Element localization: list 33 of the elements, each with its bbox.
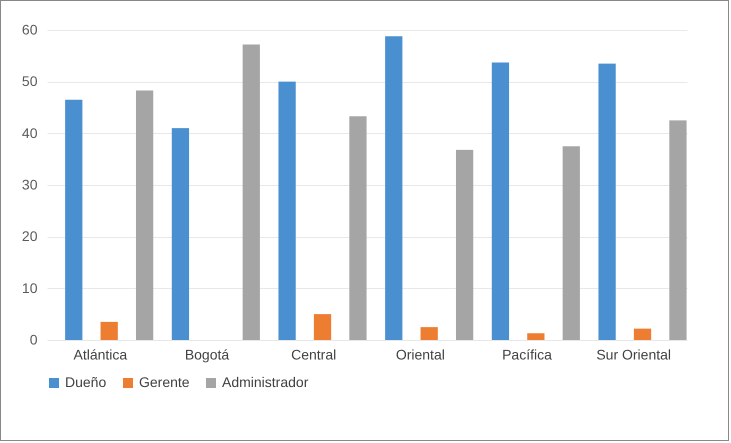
bar bbox=[456, 150, 474, 340]
bar bbox=[100, 322, 118, 340]
x-tick-label: Sur Oriental bbox=[596, 346, 672, 362]
legend-label: Dueño bbox=[65, 374, 106, 390]
legend-label: Administrador bbox=[222, 374, 309, 390]
bar bbox=[314, 314, 332, 340]
bar bbox=[669, 120, 687, 340]
bar bbox=[492, 62, 510, 340]
bar bbox=[65, 100, 82, 340]
bar bbox=[278, 82, 296, 340]
bar bbox=[634, 328, 652, 340]
y-tick-label: 50 bbox=[22, 73, 38, 90]
x-tick-label: Pacífica bbox=[502, 346, 552, 362]
x-tick-label: Oriental bbox=[396, 346, 445, 362]
y-tick-label: 10 bbox=[22, 280, 38, 296]
y-tick-label: 20 bbox=[22, 228, 38, 244]
y-tick-label: 60 bbox=[22, 22, 38, 38]
legend-label: Gerente bbox=[139, 374, 190, 390]
bar bbox=[349, 116, 367, 340]
y-tick-label: 0 bbox=[30, 332, 38, 348]
bar bbox=[136, 90, 154, 340]
bar bbox=[242, 44, 260, 340]
x-tick-label: Bogotá bbox=[184, 346, 230, 362]
bar bbox=[527, 333, 544, 340]
x-tick-label: Atlántica bbox=[73, 346, 128, 362]
x-tick-label: Central bbox=[291, 346, 336, 362]
bar bbox=[385, 36, 402, 340]
bar bbox=[598, 64, 616, 340]
y-tick-label: 30 bbox=[22, 176, 38, 192]
y-tick-label: 40 bbox=[22, 124, 38, 141]
bar bbox=[562, 146, 580, 340]
bar bbox=[420, 327, 438, 340]
bar bbox=[172, 128, 190, 340]
